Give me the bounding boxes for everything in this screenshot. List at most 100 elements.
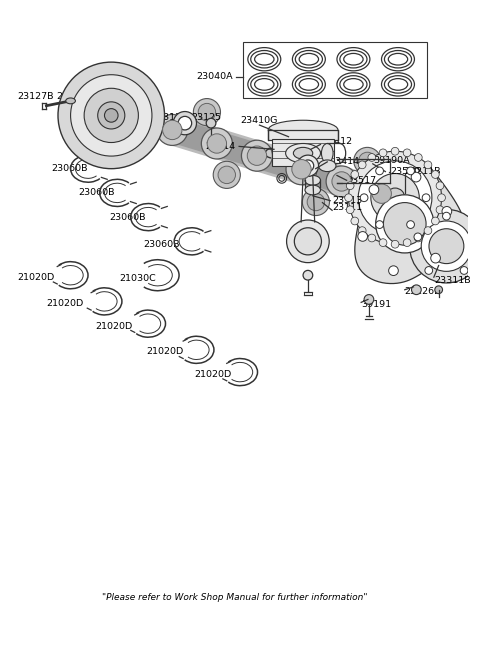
Ellipse shape <box>248 73 281 96</box>
Ellipse shape <box>268 120 338 140</box>
Circle shape <box>429 229 464 263</box>
Polygon shape <box>355 164 465 284</box>
Ellipse shape <box>198 103 216 121</box>
Circle shape <box>359 161 366 169</box>
Bar <box>243 42 427 98</box>
Circle shape <box>460 267 468 275</box>
Circle shape <box>384 202 426 245</box>
Circle shape <box>346 206 354 214</box>
Circle shape <box>391 240 399 248</box>
Ellipse shape <box>382 47 414 71</box>
Circle shape <box>376 195 434 253</box>
Ellipse shape <box>292 47 325 71</box>
Circle shape <box>391 147 399 155</box>
Ellipse shape <box>326 166 357 197</box>
Circle shape <box>443 212 450 220</box>
Circle shape <box>425 267 432 275</box>
Circle shape <box>414 154 422 162</box>
Ellipse shape <box>307 193 324 211</box>
Circle shape <box>297 155 319 177</box>
Circle shape <box>436 182 444 190</box>
Text: 23211B: 23211B <box>405 167 441 176</box>
Ellipse shape <box>274 123 300 150</box>
Circle shape <box>71 75 152 156</box>
Circle shape <box>471 233 479 240</box>
Circle shape <box>411 172 421 182</box>
Text: 24340: 24340 <box>90 132 120 141</box>
Circle shape <box>206 118 216 128</box>
Circle shape <box>421 221 471 271</box>
Circle shape <box>407 221 414 229</box>
Circle shape <box>414 234 422 242</box>
Circle shape <box>303 271 313 280</box>
Circle shape <box>376 167 384 175</box>
Ellipse shape <box>388 53 408 65</box>
Ellipse shape <box>305 185 321 195</box>
Bar <box>268 130 338 140</box>
Ellipse shape <box>292 160 311 179</box>
Ellipse shape <box>248 47 281 71</box>
Circle shape <box>359 227 366 235</box>
Circle shape <box>346 182 354 190</box>
Circle shape <box>379 238 387 246</box>
Circle shape <box>105 108 118 122</box>
Ellipse shape <box>344 79 363 90</box>
Text: 23510: 23510 <box>390 167 420 176</box>
Text: 23060B: 23060B <box>78 189 115 197</box>
Ellipse shape <box>299 79 319 90</box>
Ellipse shape <box>388 79 408 90</box>
Text: 23060B: 23060B <box>143 240 180 249</box>
Ellipse shape <box>305 175 321 185</box>
Ellipse shape <box>372 184 391 204</box>
Circle shape <box>432 217 439 225</box>
Text: 23124B: 23124B <box>56 91 93 101</box>
Text: 23127B: 23127B <box>17 91 54 101</box>
Circle shape <box>379 149 387 157</box>
Ellipse shape <box>292 73 325 96</box>
Ellipse shape <box>66 98 75 104</box>
Text: 23414: 23414 <box>205 142 235 151</box>
Ellipse shape <box>178 116 192 130</box>
Circle shape <box>358 161 432 235</box>
Circle shape <box>422 194 430 202</box>
Ellipse shape <box>293 147 313 159</box>
Text: 23226B: 23226B <box>405 287 441 296</box>
Ellipse shape <box>201 128 232 159</box>
Circle shape <box>345 194 352 202</box>
Text: 23517: 23517 <box>347 176 377 185</box>
Text: 23513: 23513 <box>332 196 362 205</box>
Ellipse shape <box>340 51 367 68</box>
Circle shape <box>403 238 411 246</box>
Circle shape <box>368 154 376 162</box>
Circle shape <box>414 233 422 240</box>
Circle shape <box>351 217 359 225</box>
Circle shape <box>424 161 432 169</box>
Ellipse shape <box>163 120 182 140</box>
Text: 23120: 23120 <box>158 113 188 122</box>
Ellipse shape <box>344 53 363 65</box>
Ellipse shape <box>251 51 278 68</box>
Circle shape <box>58 62 165 169</box>
Ellipse shape <box>213 162 240 189</box>
Ellipse shape <box>254 79 274 90</box>
Circle shape <box>371 173 420 222</box>
Text: 23040A: 23040A <box>197 72 233 81</box>
Circle shape <box>424 227 432 235</box>
Text: 23412: 23412 <box>323 137 352 146</box>
Ellipse shape <box>359 152 376 170</box>
Ellipse shape <box>332 171 351 191</box>
Ellipse shape <box>278 128 296 145</box>
Text: 23414: 23414 <box>329 158 360 166</box>
Ellipse shape <box>157 114 188 145</box>
Ellipse shape <box>254 53 274 65</box>
Circle shape <box>435 286 443 294</box>
Ellipse shape <box>384 51 411 68</box>
Circle shape <box>409 210 480 283</box>
Ellipse shape <box>251 76 278 93</box>
Text: "Please refer to Work Shop Manual for further information": "Please refer to Work Shop Manual for fu… <box>103 593 368 602</box>
Circle shape <box>389 266 398 275</box>
Ellipse shape <box>247 146 266 166</box>
Ellipse shape <box>354 147 381 175</box>
Text: 23125: 23125 <box>192 113 222 122</box>
Text: 21020D: 21020D <box>146 348 183 356</box>
